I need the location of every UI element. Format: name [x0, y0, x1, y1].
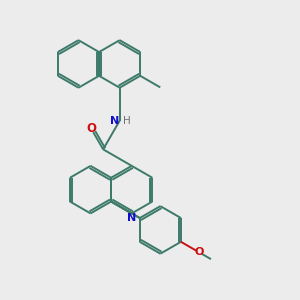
Text: N: N: [110, 116, 119, 126]
Text: O: O: [87, 122, 97, 135]
Text: N: N: [127, 213, 136, 223]
Text: O: O: [195, 247, 204, 257]
Text: H: H: [123, 116, 131, 126]
